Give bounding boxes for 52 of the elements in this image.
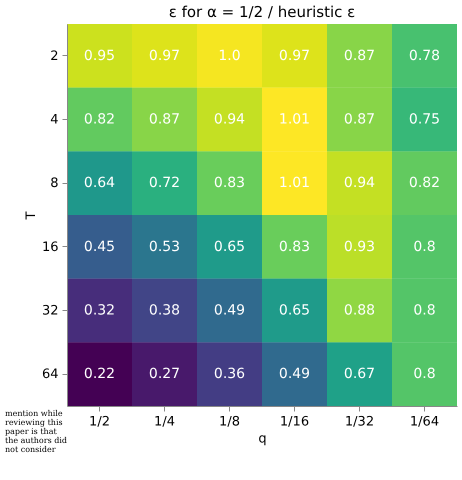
data-label: 1.0 <box>218 48 241 64</box>
data-label: 0.97 <box>148 48 180 64</box>
data-label: 0.64 <box>84 175 116 192</box>
y-tick-label: 4 <box>50 112 58 128</box>
data-label: 0.8 <box>413 238 436 255</box>
data-label: 0.93 <box>344 238 376 255</box>
y-tick-label: 16 <box>42 240 58 255</box>
data-label: 0.45 <box>84 238 116 255</box>
data-label: 0.87 <box>148 112 180 128</box>
y-tick-label: 32 <box>42 304 58 318</box>
data-label: 0.67 <box>344 366 376 382</box>
x-tick-label: 1/64 <box>410 414 440 430</box>
x-tick-label: 1/4 <box>154 414 175 430</box>
data-label: 0.82 <box>84 112 116 128</box>
text: mention while reviewing this paper is that the authors did not consider <box>5 409 68 454</box>
data-label: 0.97 <box>278 48 310 64</box>
data-label: 0.78 <box>408 48 440 64</box>
data-label: 0.94 <box>344 175 376 192</box>
data-label: 0.38 <box>148 302 180 318</box>
data-label: 0.65 <box>278 302 310 318</box>
data-label: 0.83 <box>214 175 246 192</box>
y-axis-title: T <box>24 211 39 220</box>
chart-title: ε for α = 1/2 / heuristic ε <box>168 3 356 21</box>
data-label: 0.95 <box>84 48 116 64</box>
y-tick-label: 8 <box>50 176 58 192</box>
x-tick-label: 1/16 <box>280 414 310 430</box>
data-label: 0.27 <box>148 366 180 382</box>
data-label: 0.88 <box>344 302 376 318</box>
data-label: 0.8 <box>413 302 436 318</box>
data-label: 0.82 <box>408 175 440 192</box>
data-label: 0.65 <box>214 238 246 255</box>
data-label: 0.87 <box>344 48 376 64</box>
y-tick-label: 2 <box>50 48 58 64</box>
data-label: 0.49 <box>214 302 246 318</box>
data-label: 0.8 <box>413 366 436 382</box>
data-label: 0.22 <box>84 366 116 382</box>
data-label: 0.83 <box>278 238 310 255</box>
x-axis-title: q <box>258 432 267 446</box>
y-tick-label: 64 <box>42 367 58 382</box>
data-label: 0.53 <box>148 238 180 255</box>
data-label: 0.87 <box>344 112 376 128</box>
data-label: 0.32 <box>84 302 116 318</box>
data-label: 0.94 <box>214 112 246 128</box>
data-label: 0.36 <box>214 366 246 382</box>
x-tick-label: 1/2 <box>89 414 110 430</box>
data-label: 0.75 <box>408 112 440 128</box>
data-label: 0.72 <box>148 175 180 192</box>
data-label: 1.01 <box>278 112 310 128</box>
data-label: 1.01 <box>278 175 310 192</box>
x-tick-label: 1/8 <box>219 414 240 430</box>
data-label: 0.49 <box>278 366 310 382</box>
x-tick-label: 1/32 <box>344 414 374 430</box>
